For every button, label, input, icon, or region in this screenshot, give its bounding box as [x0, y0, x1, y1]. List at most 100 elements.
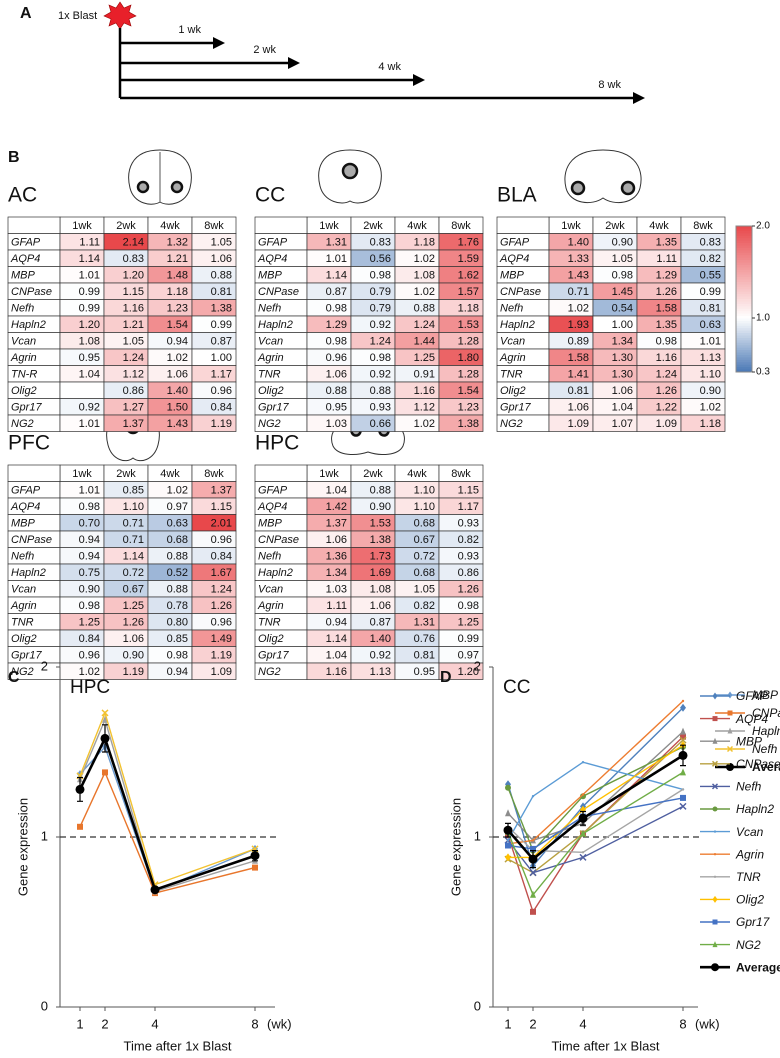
- colorbar-segment: [736, 369, 752, 373]
- colorbar-segment: [736, 267, 752, 271]
- cell-value: 0.81: [700, 303, 721, 315]
- cell-value: 0.90: [700, 385, 721, 397]
- point: [529, 869, 537, 877]
- x-tick-label: 1: [504, 1016, 511, 1031]
- cell-value: 1.30: [612, 369, 633, 381]
- interval-label: 4 wk: [378, 61, 401, 73]
- legend-marker: [712, 919, 718, 925]
- cell-value: 1.26: [123, 617, 144, 629]
- point: [150, 885, 160, 895]
- cell-value: 1.73: [370, 551, 391, 563]
- cell-value: 1.10: [414, 485, 435, 497]
- cell-value: 0.99: [211, 319, 232, 331]
- point: [531, 839, 535, 842]
- cell-value: 1.20: [123, 270, 144, 282]
- colorbar-segment: [736, 252, 752, 256]
- heatmap-cell: [680, 414, 726, 432]
- point: [681, 699, 685, 703]
- column-header: 4wk: [407, 468, 427, 480]
- legend-marker: [712, 806, 718, 812]
- cell-value: 1.06: [326, 369, 347, 381]
- cell-value: 1.14: [326, 633, 347, 645]
- legend-marker: [712, 716, 718, 722]
- gene-label: NG2: [258, 666, 281, 678]
- panel-label: B: [8, 149, 20, 166]
- legend-label: Hapln2: [752, 724, 780, 738]
- panel-label: C: [8, 669, 20, 686]
- cell-value: 0.68: [414, 518, 435, 530]
- series-line: [507, 771, 684, 897]
- legend-marker: [726, 745, 734, 753]
- cell-value: 1.67: [211, 567, 232, 579]
- cell-value: 1.01: [700, 336, 721, 348]
- gene-label: Nefh: [258, 551, 281, 563]
- cell-value: 0.92: [79, 402, 100, 414]
- column-header: 4wk: [407, 220, 427, 232]
- interval-label: 8 wk: [598, 79, 621, 91]
- cell-value: 1.14: [79, 253, 100, 265]
- cell-value: 1.38: [211, 303, 232, 315]
- point: [531, 795, 535, 798]
- cell-value: 1.15: [123, 286, 144, 298]
- colorbar-segment: [736, 240, 752, 244]
- cell-value: 1.05: [211, 237, 232, 249]
- cell-value: 1.01: [326, 253, 347, 265]
- cell-value: 1.43: [167, 418, 188, 430]
- colorbar-segment: [736, 255, 752, 259]
- series-line: [508, 744, 684, 859]
- cell-value: 0.66: [370, 418, 391, 430]
- point: [530, 845, 536, 852]
- cell-value: 0.96: [326, 352, 347, 364]
- cell-value: 1.26: [656, 385, 677, 397]
- cell-value: 0.71: [123, 518, 144, 530]
- gene-label: AQP4: [499, 253, 529, 265]
- point: [530, 908, 536, 915]
- cell-value: 1.37: [326, 518, 347, 530]
- cell-value: 1.40: [167, 385, 188, 397]
- colorbar-segment: [736, 250, 752, 254]
- cell-value: 0.52: [167, 567, 188, 579]
- point: [503, 825, 513, 835]
- cell-value: 0.92: [370, 650, 391, 662]
- cell-value: 0.78: [167, 600, 188, 612]
- column-header: 4wk: [160, 468, 180, 480]
- column-header: 2wk: [116, 220, 136, 232]
- point: [102, 769, 108, 776]
- cell-value: 1.02: [167, 352, 188, 364]
- cell-value: 1.14: [326, 270, 347, 282]
- cell-value: 1.16: [414, 385, 435, 397]
- cell-value: 1.19: [211, 418, 232, 430]
- cell-value: 1.11: [656, 253, 677, 265]
- cell-value: 1.09: [211, 666, 232, 678]
- colorbar-segment: [736, 318, 752, 322]
- cell-value: 1.76: [458, 237, 479, 249]
- region-title: HPC: [255, 432, 299, 455]
- gene-label: Vcan: [258, 584, 283, 596]
- column-header: 1wk: [561, 220, 581, 232]
- gene-label: Olig2: [258, 385, 284, 397]
- column-header: 2wk: [116, 468, 136, 480]
- cell-value: 1.06: [370, 600, 391, 612]
- series-line: [507, 788, 684, 854]
- colorbar-segment: [736, 274, 752, 278]
- gene-label: Gpr17: [258, 402, 289, 414]
- cell-value: 1.04: [612, 402, 633, 414]
- colorbar-frame: [735, 225, 753, 373]
- legend-label: AQP4: [735, 712, 768, 726]
- cell-value: 1.13: [370, 666, 391, 678]
- colorbar-segment: [736, 357, 752, 361]
- point: [580, 793, 586, 800]
- colorbar-segment: [736, 233, 752, 237]
- cell-value: 0.76: [414, 633, 435, 645]
- point: [528, 854, 538, 864]
- cell-value: 1.09: [568, 418, 589, 430]
- colorbar-segment: [736, 235, 752, 239]
- cell-value: 1.58: [656, 303, 677, 315]
- legend-marker: [727, 727, 733, 734]
- series-line: [507, 700, 684, 845]
- cell-value: 1.01: [79, 418, 100, 430]
- legend-label: Average: [752, 760, 780, 774]
- chart-title: CC: [503, 677, 530, 698]
- x-tick-label: 8: [679, 1016, 686, 1031]
- cell-value: 1.16: [656, 352, 677, 364]
